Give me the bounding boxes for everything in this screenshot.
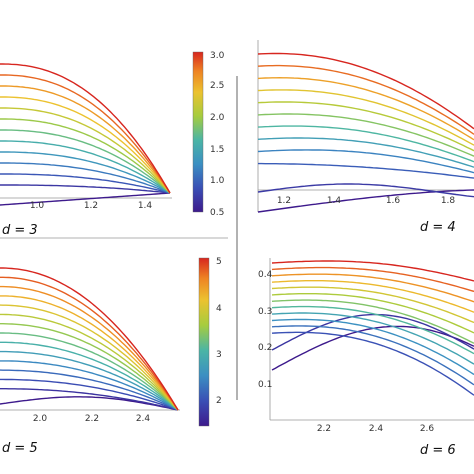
curve-line: [0, 388, 179, 411]
curve-line: [0, 267, 179, 411]
curve-line: [0, 85, 171, 194]
curve-line: [0, 192, 171, 206]
curve-line: [0, 162, 171, 194]
panel-d3: 1.0 1.2 1.4 d = 3: [0, 63, 172, 238]
y-tick-label: 0.2: [258, 343, 272, 353]
curve-line: [257, 125, 474, 163]
curve-line: [257, 183, 474, 198]
curve-line: [0, 341, 179, 411]
x-tick-label: 1.0: [30, 201, 45, 211]
curve-line: [258, 162, 474, 179]
curves-d5: [0, 267, 179, 411]
curve-line: [271, 299, 474, 344]
colorbar-tick: 2.5: [210, 81, 224, 91]
curve-line: [0, 313, 179, 411]
curve-line: [0, 295, 179, 411]
curve-line: [271, 260, 474, 282]
colorbar-tick: 5: [216, 257, 222, 267]
colorbar-gradient: [198, 257, 210, 427]
curve-line: [0, 285, 179, 411]
panel-label: d = 6: [420, 443, 456, 458]
colorbar-tick: 1.5: [210, 145, 224, 155]
panel-d6: 0.1 0.2 0.3 0.4 2.2 2.4 2.6 d = 6: [258, 258, 474, 458]
x-tick-label: 2.6: [420, 424, 435, 434]
colorbar-bottom: 5 4 3 2: [198, 257, 222, 427]
curve-line: [0, 332, 179, 411]
x-tick-label: 2.2: [85, 414, 99, 424]
curve-line: [257, 149, 474, 174]
curve-line: [271, 286, 474, 324]
curve-line: [257, 113, 474, 157]
x-tick-label: 1.8: [441, 196, 456, 206]
curve-line: [0, 360, 179, 411]
curve-line: [0, 74, 171, 194]
panel-label: d = 5: [2, 441, 38, 456]
panel-d4: 1.2 1.4 1.6 1.8 d = 4: [257, 40, 474, 235]
curve-line: [257, 76, 474, 141]
curve-line: [0, 173, 171, 194]
y-tick-label: 0.4: [258, 270, 273, 280]
curve-line: [0, 151, 171, 194]
x-tick-label: 1.6: [386, 196, 401, 206]
x-tick-label: 2.2: [317, 424, 331, 434]
curve-line: [257, 89, 474, 146]
curves-d4: [257, 52, 474, 213]
curve-line: [0, 350, 179, 411]
curve-line: [0, 304, 179, 411]
colorbar-tick: 4: [216, 304, 222, 314]
colorbar-tick: 3.0: [210, 51, 225, 61]
curve-line: [257, 137, 474, 168]
x-tick-label: 1.4: [138, 201, 153, 211]
colorbar-tick: 2: [216, 396, 222, 406]
curve-line: [0, 378, 179, 411]
curve-line: [257, 64, 474, 135]
curve-line: [271, 331, 474, 396]
colorbar-tick: 3: [216, 350, 222, 360]
curve-line: [0, 369, 179, 411]
curve-line: [271, 305, 474, 355]
colorbar-top: 3.0 2.5 2.0 1.5 1.0 0.5: [192, 51, 225, 218]
curve-line: [0, 63, 171, 194]
x-tick-label: 1.4: [327, 196, 342, 206]
colorbar-tick: 2.0: [210, 113, 225, 123]
curve-line: [271, 325, 474, 386]
x-tick-label: 2.4: [136, 414, 151, 424]
panel-label: d = 3: [2, 223, 38, 238]
curve-line: [271, 293, 474, 334]
curve-line: [257, 101, 474, 152]
curve-line: [0, 276, 179, 411]
curves-d6: [271, 260, 474, 396]
panel-label: d = 4: [420, 220, 456, 235]
curve-line: [0, 140, 171, 194]
curve-line: [0, 184, 171, 194]
x-tick-label: 1.2: [277, 196, 291, 206]
y-tick-label: 0.3: [258, 307, 272, 317]
y-tick-label: 0.1: [258, 380, 272, 390]
panel-d5: 2.0 2.2 2.4 d = 5: [0, 267, 180, 456]
curve-line: [271, 318, 474, 376]
curve-line: [271, 312, 474, 365]
colorbar-tick: 0.5: [210, 208, 224, 218]
x-tick-label: 2.0: [33, 414, 48, 424]
curve-line: [0, 323, 179, 411]
x-tick-label: 1.2: [84, 201, 98, 211]
colorbar-gradient: [192, 51, 204, 213]
curve-line: [0, 96, 171, 194]
curve-line: [0, 107, 171, 194]
colorbar-tick: 1.0: [210, 176, 225, 186]
curves-d3: [0, 63, 171, 206]
x-tick-label: 2.4: [369, 424, 384, 434]
curve-line: [271, 273, 474, 303]
curve-line: [271, 280, 474, 313]
curve-line: [271, 266, 474, 293]
curve-line: [0, 129, 171, 194]
curve-line: [0, 118, 171, 194]
curve-line: [257, 52, 474, 130]
curve-line: [0, 396, 179, 411]
